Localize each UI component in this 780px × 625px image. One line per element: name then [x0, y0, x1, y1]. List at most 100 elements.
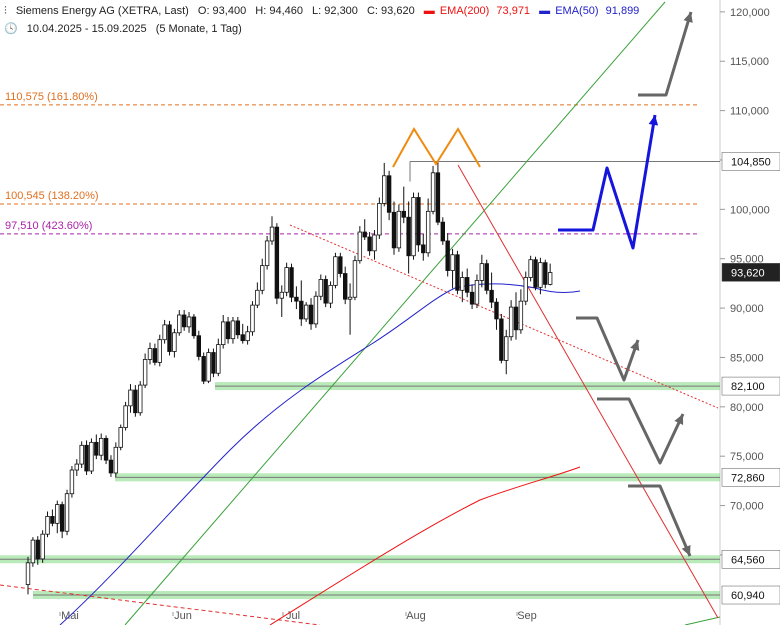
- candle-body: [299, 300, 304, 320]
- candle-body: [445, 240, 450, 271]
- projection-arrow-grey-1: [576, 316, 640, 382]
- candle-body: [172, 332, 177, 352]
- candle-body: [55, 504, 60, 524]
- y-tick-label: 90,000: [730, 303, 764, 315]
- candle-body: [328, 284, 333, 304]
- fib-level-label: 100,545 (138.20%): [5, 190, 99, 202]
- open-value: O: 93,400: [197, 5, 247, 17]
- candle-body: [25, 562, 31, 585]
- level-price-tag-box: [721, 550, 780, 569]
- candle-body: [157, 339, 162, 363]
- ema50-legend: ▬: [539, 5, 551, 17]
- candle-body: [84, 444, 89, 472]
- candle-body: [547, 272, 553, 285]
- trendline-red-dotted: [289, 224, 719, 409]
- candle-body: [455, 254, 460, 291]
- candle-body: [225, 321, 231, 340]
- candle-body: [464, 277, 470, 293]
- x-tick-label: Jun: [174, 610, 192, 622]
- trendline-red-dashed: [0, 584, 321, 625]
- candle-body: [494, 301, 499, 320]
- y-tick-label: 95,000: [730, 254, 764, 266]
- candle-body: [513, 306, 519, 331]
- candle-body: [460, 277, 465, 291]
- x-tick-label: Jul: [286, 610, 300, 622]
- x-tick-label: Aug: [406, 610, 426, 622]
- candle-body: [220, 321, 226, 346]
- ema50-line: [59, 283, 581, 625]
- candle-body: [186, 316, 192, 328]
- chart-type-icon[interactable]: ⫶: [4, 5, 7, 17]
- candle-body: [416, 197, 421, 246]
- candle-body: [235, 320, 241, 336]
- candle-body: [411, 197, 416, 257]
- candle-body: [479, 263, 485, 281]
- candle-body: [147, 348, 153, 360]
- candle-body: [338, 256, 343, 274]
- candle-body: [181, 314, 187, 328]
- candle-body: [167, 324, 172, 352]
- last-price-tag: 93,620: [731, 267, 765, 279]
- projection-arrow-blue: [558, 114, 657, 250]
- candle-body: [357, 231, 363, 262]
- candle-body: [352, 260, 358, 298]
- candle-body: [508, 306, 514, 338]
- candle-body: [450, 254, 455, 271]
- candle-body: [435, 172, 441, 223]
- candle-body: [382, 175, 387, 204]
- candle-body: [504, 336, 509, 361]
- candle-body: [30, 539, 36, 564]
- candle-body: [323, 279, 328, 304]
- y-tick-label: 80,000: [730, 402, 764, 414]
- candle-body: [469, 291, 475, 305]
- candle-body: [396, 210, 402, 249]
- candle-body: [425, 210, 431, 254]
- candle-body: [308, 304, 314, 325]
- ema200-legend: ▬: [423, 5, 435, 17]
- candle-body: [294, 296, 299, 302]
- y-tick-label: 75,000: [730, 451, 764, 463]
- candle-body: [59, 504, 65, 532]
- candle-body: [523, 277, 528, 302]
- last-price-tag-box: [721, 263, 780, 282]
- projection-arrow-grey-1-arrowhead: [630, 340, 640, 351]
- candle-body: [118, 427, 123, 448]
- candle-body: [255, 289, 260, 306]
- ema200-value: 73,971: [496, 5, 531, 17]
- candle-body: [89, 441, 94, 472]
- level-price-tag: 60,940: [731, 590, 765, 602]
- candle-body: [50, 516, 55, 524]
- level-price-tag-box: [721, 585, 780, 605]
- candle-body: [274, 226, 280, 299]
- candle-body: [230, 320, 236, 340]
- candle-body: [245, 331, 250, 342]
- candle-body: [313, 295, 319, 325]
- candle-body: [138, 384, 143, 414]
- candle-body: [196, 335, 201, 357]
- y-tick-label: 120,000: [730, 7, 770, 19]
- candle-body: [211, 352, 216, 374]
- candle-body: [40, 533, 45, 560]
- candle-body: [94, 441, 99, 456]
- candle-body: [421, 244, 426, 254]
- projection-arrow-grey-2-arrowhead: [674, 414, 684, 425]
- candle-body: [489, 289, 494, 303]
- y-tick-label: 115,000: [730, 56, 769, 68]
- level-price-tag: 104,850: [731, 156, 771, 168]
- candle-body: [284, 267, 289, 293]
- y-tick-label: 110,000: [730, 106, 769, 118]
- candle-body: [333, 256, 338, 286]
- candle-body: [406, 216, 411, 257]
- level-price-tag: 72,860: [731, 472, 765, 484]
- candle-body: [216, 344, 221, 374]
- candle-body: [440, 221, 445, 242]
- ema50-label: EMA(50): [555, 5, 599, 17]
- candle-body: [240, 334, 245, 342]
- instrument-name: Siemens Energy AG (XETRA, Last): [15, 5, 189, 17]
- candle-body: [518, 300, 524, 331]
- candle-body: [543, 262, 548, 285]
- chart-header-line2: 🕓 10.04.2025 - 15.09.2025 (5 Monate, 1 T…: [4, 22, 248, 35]
- ema200-line: [269, 466, 581, 625]
- y-tick-label: 85,000: [730, 352, 764, 364]
